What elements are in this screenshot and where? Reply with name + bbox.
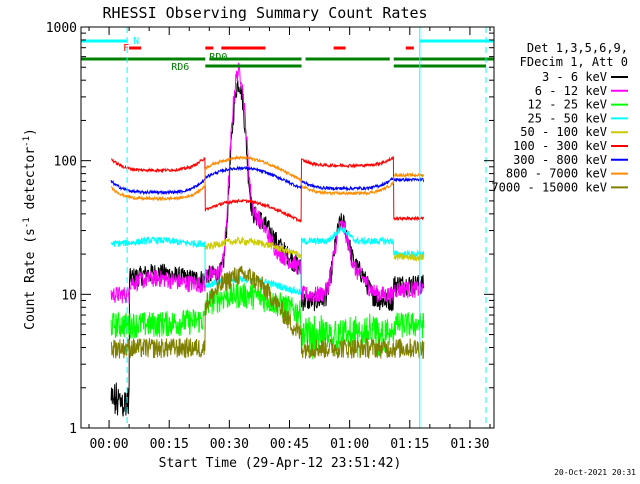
legend-label-5: 50 - 100 keV	[520, 125, 607, 139]
x-tick-label-2: 00:15	[150, 437, 189, 452]
footer-timestamp: 20-Oct-2021 20:31	[554, 468, 636, 477]
legend-label-4: 25 - 50 keV	[528, 111, 607, 125]
legend: Det 1,3,5,6,9, FDecim 1, Att 0 3 - 6 keV…	[491, 41, 628, 194]
night-label: N	[133, 36, 139, 47]
legend-label-3: 12 - 25 keV	[528, 98, 607, 112]
series-line-9	[110, 265, 425, 359]
flare-label: F	[123, 43, 129, 54]
legend-label-8: 800 - 7000 keV	[506, 167, 607, 181]
series-line-2	[110, 62, 425, 304]
plot-area	[110, 62, 425, 417]
legend-header-line-1: Det 1,3,5,6,9,	[527, 41, 628, 55]
x-tick-label-1: 00:00	[89, 437, 128, 452]
y-tick-label-3: 100	[54, 155, 77, 170]
plot-frame	[80, 26, 495, 429]
legend-label-7: 300 - 800 keV	[513, 153, 607, 167]
y-tick-label-4: 1000	[46, 21, 77, 36]
y-tick-label-2: 10	[61, 288, 77, 303]
y-axis-label: Count Rate (s-1 detector-1)	[22, 128, 38, 330]
x-tick-label-5: 01:00	[330, 437, 369, 452]
series-line-5	[204, 236, 425, 262]
series-line-8	[110, 154, 425, 202]
legend-label-9: 7000 - 15000 keV	[491, 180, 607, 194]
x-tick-label-4: 00:45	[270, 437, 309, 452]
chart-title: RHESSI Observing Summary Count Rates	[102, 4, 427, 22]
legend-label-1: 3 - 6 keV	[542, 70, 607, 84]
x-axis-label: Start Time (29-Apr-12 23:51:42)	[159, 456, 402, 471]
x-tick-label-6: 01:15	[390, 437, 429, 452]
x-tick-label-3: 00:30	[210, 437, 249, 452]
rd6-label: RD6	[171, 62, 189, 73]
series-line-6	[110, 155, 425, 223]
axes: 1 10 100 1000 00:00 00:15 00:30 00:45 01:00 01:15…	[46, 21, 495, 452]
rd0-label: RD0	[209, 52, 227, 63]
legend-label-6: 100 - 300 keV	[513, 139, 607, 153]
legend-label-2: 6 - 12 keV	[535, 84, 607, 98]
y-tick-label-1: 1	[69, 422, 77, 437]
series-line-7	[110, 165, 425, 196]
x-tick-label-7: 01:30	[450, 437, 489, 452]
legend-header-line-2: FDecim 1, Att 0	[520, 55, 628, 69]
